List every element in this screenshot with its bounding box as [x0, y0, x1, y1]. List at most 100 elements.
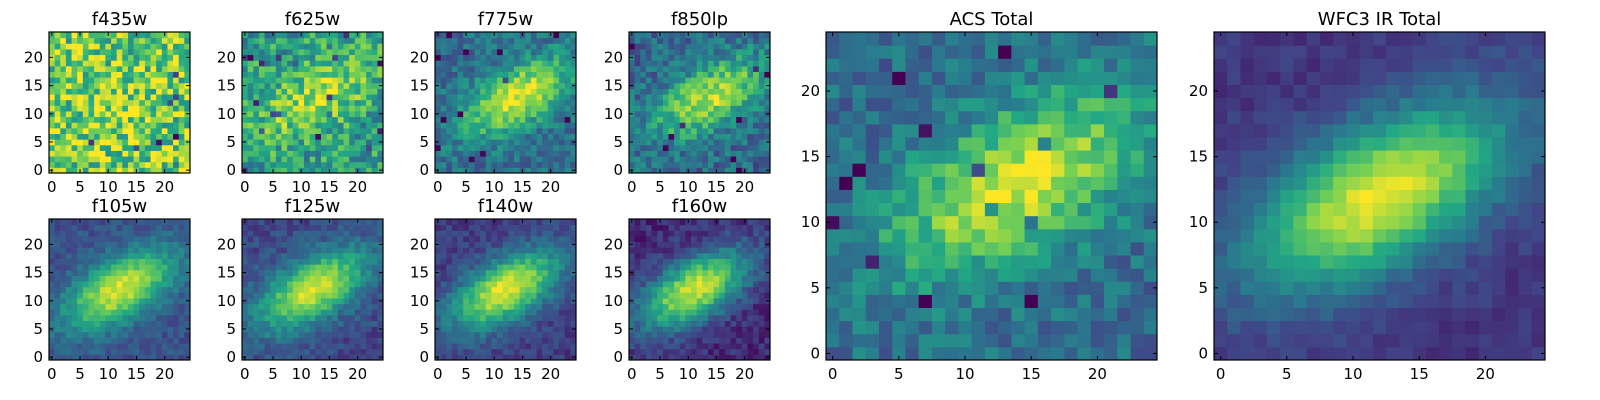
- heatmap-cell: [662, 82, 669, 89]
- heatmap-cell: [178, 235, 185, 243]
- heatmap-cell: [451, 343, 459, 350]
- heatmap-cell: [702, 292, 709, 299]
- heatmap-cell: [82, 156, 89, 163]
- heatmap-cell: [139, 139, 146, 146]
- heatmap-cell: [54, 167, 61, 174]
- heatmap-cell: [570, 264, 577, 271]
- heatmap-cell: [366, 144, 373, 151]
- heatmap-cell: [49, 161, 56, 168]
- heatmap-cell: [349, 258, 356, 265]
- heatmap-cell: [122, 150, 129, 157]
- heatmap-cell: [65, 354, 73, 361]
- heatmap-cell: [525, 264, 532, 271]
- heatmap-cell: [679, 320, 686, 327]
- heatmap-cell: [463, 281, 470, 288]
- heatmap-cell: [463, 275, 470, 282]
- heatmap-cell: [315, 269, 322, 276]
- heatmap-cell: [691, 54, 698, 61]
- heatmap-cell: [116, 275, 123, 282]
- heatmap-cell: [105, 65, 112, 72]
- heatmap-cell: [60, 258, 67, 265]
- heatmap-cell: [502, 241, 509, 248]
- heatmap-cell: [508, 88, 515, 95]
- heatmap-cell: [629, 88, 636, 95]
- heatmap-cell: [156, 105, 163, 112]
- heatmap-cells: [435, 219, 577, 361]
- heatmap-cell: [156, 247, 163, 254]
- heatmap-cell: [116, 43, 123, 50]
- heatmap-cell: [94, 105, 101, 112]
- heatmap-cell: [304, 127, 311, 135]
- heatmap-cell: [360, 167, 367, 174]
- heatmap-cell: [542, 32, 549, 39]
- heatmap-cell: [332, 314, 339, 322]
- heatmap-cell: [167, 144, 174, 151]
- heatmap-cell: [111, 122, 118, 129]
- heatmap-cell: [337, 230, 345, 237]
- heatmap-cell: [474, 252, 481, 259]
- heatmap-cell: [446, 320, 453, 327]
- heatmap-cell: [82, 127, 89, 135]
- heatmap-cell: [304, 65, 311, 72]
- heatmap-cell: [480, 54, 487, 61]
- heatmap-cell: [713, 320, 720, 327]
- heatmap-cell: [525, 219, 532, 226]
- heatmap-cell: [298, 286, 305, 293]
- heatmap-cell: [542, 241, 549, 248]
- heatmap-cell: [645, 320, 653, 327]
- heatmap-cell: [657, 320, 664, 327]
- heatmap-cell: [304, 275, 311, 282]
- heatmap-cell: [553, 230, 560, 237]
- heatmap-cell: [736, 303, 743, 310]
- heatmap-cell: [82, 37, 89, 44]
- heatmap-cell: [326, 116, 333, 123]
- heatmap-cell: [758, 314, 765, 322]
- heatmap-cell: [122, 48, 129, 56]
- heatmap-cell: [480, 275, 487, 282]
- heatmap-cell: [457, 32, 464, 39]
- heatmap-cell: [440, 43, 447, 50]
- heatmap-cell: [502, 281, 509, 288]
- heatmap-cell: [730, 275, 737, 282]
- heatmap-cell: [275, 297, 282, 305]
- heatmap-cell: [326, 54, 333, 61]
- heatmap-cell: [547, 150, 554, 157]
- heatmap-cell: [542, 264, 549, 271]
- y-tick-label: 20: [604, 48, 623, 66]
- heatmap-cell: [82, 354, 89, 361]
- heatmap-cell: [463, 65, 470, 72]
- heatmap-cell: [116, 309, 123, 316]
- heatmap-cell: [360, 54, 367, 61]
- heatmap-cell: [127, 133, 135, 140]
- heatmap-cell: [133, 331, 140, 338]
- heatmap-cell: [105, 150, 112, 157]
- heatmap-cell: [508, 122, 515, 129]
- heatmap-cell: [111, 127, 118, 135]
- heatmap-cell: [94, 247, 101, 254]
- heatmap-cell: [99, 241, 106, 248]
- heatmap-cell: [741, 116, 748, 123]
- heatmap-cell: [122, 241, 129, 248]
- heatmap-cell: [122, 60, 129, 67]
- heatmap-cell: [281, 161, 288, 168]
- heatmap-cell: [513, 139, 521, 146]
- heatmap-cell: [298, 241, 305, 248]
- heatmap-cell: [167, 230, 174, 237]
- heatmap-cell: [178, 320, 185, 327]
- heatmap-cell: [309, 133, 316, 140]
- heatmap-cell: [758, 99, 765, 106]
- heatmap-cell: [468, 71, 475, 78]
- heatmap-cell: [60, 65, 67, 72]
- heatmap-cell: [253, 65, 260, 72]
- heatmap-cell: [167, 94, 174, 101]
- heatmap-cell: [553, 110, 560, 118]
- heatmap-cell: [144, 110, 152, 118]
- heatmap-cell: [150, 43, 157, 50]
- heatmap-cell: [287, 264, 294, 271]
- heatmap-cell: [71, 275, 78, 282]
- heatmap-cell: [264, 167, 271, 174]
- heatmap-cell: [468, 110, 475, 118]
- heatmap-cell: [371, 32, 378, 39]
- heatmap-cell: [122, 32, 129, 39]
- heatmap-cell: [258, 48, 266, 56]
